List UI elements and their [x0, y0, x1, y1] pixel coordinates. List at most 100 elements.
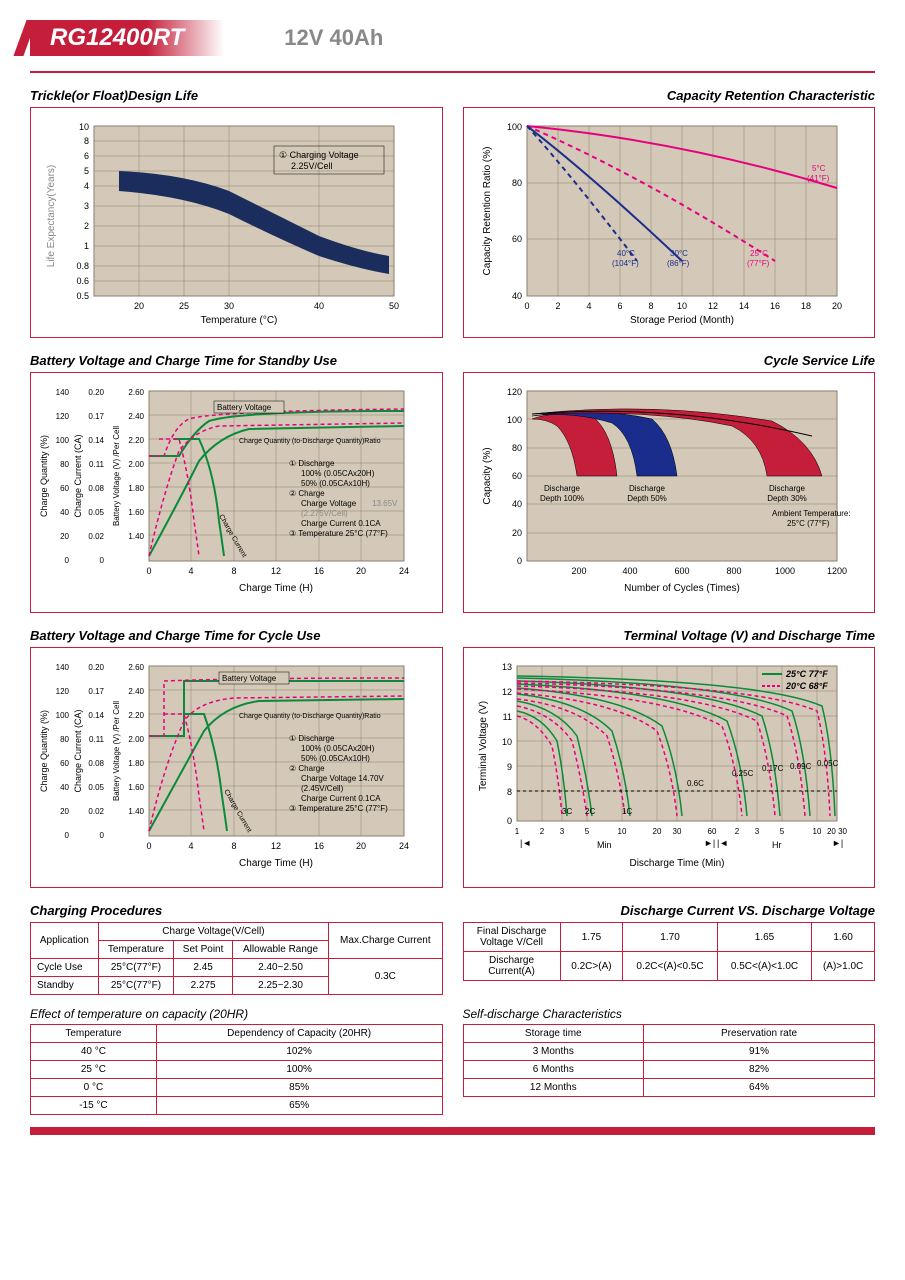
svg-text:Charge Voltage: Charge Voltage: [301, 499, 357, 508]
svg-text:(104°F): (104°F): [612, 259, 639, 268]
section-title: Capacity Retention Characteristic: [463, 88, 876, 103]
svg-text:60: 60: [511, 471, 521, 481]
table-row: 12 Months64%: [463, 1079, 875, 1097]
trickle-life-section: Trickle(or Float)Design Life: [30, 88, 443, 338]
svg-text:50: 50: [389, 301, 399, 311]
svg-text:100: 100: [56, 436, 70, 445]
svg-text:② Charge: ② Charge: [289, 764, 325, 773]
svg-text:Depth 100%: Depth 100%: [539, 494, 583, 503]
svg-text:Charge Time (H): Charge Time (H): [239, 583, 313, 594]
header: RG12400RT 12V 40Ah: [30, 20, 875, 56]
svg-text:② Charge: ② Charge: [289, 489, 325, 498]
svg-text:Ambient Temperature:: Ambient Temperature:: [772, 509, 851, 518]
svg-text:1.60: 1.60: [128, 783, 144, 792]
svg-text:Life Expectancy(Years): Life Expectancy(Years): [46, 165, 57, 267]
svg-text:50% (0.05CAx10H): 50% (0.05CAx10H): [301, 754, 370, 763]
section-title: Battery Voltage and Charge Time for Cycl…: [30, 628, 443, 643]
svg-text:30: 30: [672, 827, 681, 836]
svg-text:Charge Current 0.1CA: Charge Current 0.1CA: [301, 794, 381, 803]
svg-text:20: 20: [831, 301, 841, 311]
chart-box: DischargeDepth 100% DischargeDepth 50% D…: [463, 372, 876, 613]
svg-text:Capacity (%): Capacity (%): [482, 447, 493, 504]
svg-text:(77°F): (77°F): [747, 259, 770, 268]
svg-text:4: 4: [188, 566, 193, 576]
section-title: Discharge Current VS. Discharge Voltage: [463, 903, 876, 918]
header-cell: Max.Charge Current: [329, 923, 442, 959]
svg-text:20: 20: [60, 807, 69, 816]
terminal-voltage-chart: 25°C 77°F 20°C 68°F 3C2C 1C0.6C 0.25C0.1…: [472, 656, 852, 876]
svg-text:13: 13: [501, 662, 511, 672]
charging-procedures-table: Application Charge Voltage(V/Cell) Max.C…: [30, 922, 443, 995]
svg-text:1000: 1000: [774, 566, 794, 576]
svg-text:120: 120: [56, 687, 70, 696]
svg-text:Battery Voltage: Battery Voltage: [217, 403, 272, 412]
spec-text: 12V 40Ah: [284, 25, 383, 51]
svg-text:1C: 1C: [622, 807, 632, 816]
svg-text:20: 20: [652, 827, 661, 836]
svg-text:9: 9: [506, 762, 511, 772]
svg-text:►|: ►|: [704, 838, 715, 848]
svg-text:100: 100: [56, 711, 70, 720]
svg-text:5: 5: [84, 166, 89, 176]
section-title: Cycle Service Life: [463, 353, 876, 368]
svg-text:80: 80: [511, 443, 521, 453]
svg-text:4: 4: [586, 301, 591, 311]
table-row: -15 °C65%: [31, 1097, 443, 1115]
svg-text:(86°F): (86°F): [667, 259, 690, 268]
section-title: Trickle(or Float)Design Life: [30, 88, 443, 103]
svg-text:800: 800: [726, 566, 741, 576]
svg-text:2: 2: [84, 221, 89, 231]
svg-text:25°C (77°F): 25°C (77°F): [787, 519, 830, 528]
svg-text:① Charging Voltage: ① Charging Voltage: [279, 150, 359, 160]
svg-text:0.8: 0.8: [76, 261, 89, 271]
svg-text:8: 8: [231, 566, 236, 576]
svg-text:(2.45V/Cell): (2.45V/Cell): [301, 784, 344, 793]
svg-text:600: 600: [674, 566, 689, 576]
chart-box: ① Charging Voltage 2.25V/Cell 1086 543 2…: [30, 107, 443, 338]
footer-bar: [30, 1127, 875, 1135]
svg-text:3C: 3C: [562, 807, 572, 816]
svg-text:40°C: 40°C: [617, 249, 635, 258]
section-title: Effect of temperature on capacity (20HR): [30, 1007, 443, 1021]
svg-text:20: 20: [356, 841, 366, 851]
svg-text:20 30: 20 30: [826, 827, 847, 836]
svg-text:1: 1: [514, 827, 519, 836]
svg-text:200: 200: [571, 566, 586, 576]
svg-text:10: 10: [676, 301, 686, 311]
svg-text:60: 60: [60, 759, 69, 768]
svg-text:0.14: 0.14: [88, 436, 104, 445]
svg-text:0.20: 0.20: [88, 388, 104, 397]
svg-text:Discharge: Discharge: [768, 484, 805, 493]
svg-text:1.80: 1.80: [128, 759, 144, 768]
svg-text:2.40: 2.40: [128, 412, 144, 421]
header-cell: Temperature: [98, 941, 174, 959]
svg-text:2: 2: [555, 301, 560, 311]
svg-text:12: 12: [501, 687, 511, 697]
chart-box: 5°C(41°F) 25°C(77°F) 30°C(86°F) 40°C(104…: [463, 107, 876, 338]
svg-text:5: 5: [584, 827, 589, 836]
svg-text:40: 40: [314, 301, 324, 311]
header-cell: Application: [31, 923, 99, 959]
svg-text:140: 140: [56, 663, 70, 672]
svg-text:Charge Voltage 14.70V: Charge Voltage 14.70V: [301, 774, 384, 783]
table-row: Discharge Current(A) 0.2C>(A) 0.2C<(A)<0…: [463, 952, 875, 981]
section-title: Battery Voltage and Charge Time for Stan…: [30, 353, 443, 368]
svg-text:0.25C: 0.25C: [732, 769, 754, 778]
svg-text:25°C 77°F: 25°C 77°F: [785, 669, 828, 679]
svg-text:① Discharge: ① Discharge: [289, 734, 335, 743]
standby-charge-section: Battery Voltage and Charge Time for Stan…: [30, 353, 443, 613]
svg-text:0.20: 0.20: [88, 663, 104, 672]
table-row: 25 °C100%: [31, 1061, 443, 1079]
svg-text:Depth 30%: Depth 30%: [767, 494, 807, 503]
svg-text:Charge Current (CA): Charge Current (CA): [73, 709, 83, 792]
svg-text:6: 6: [84, 151, 89, 161]
svg-text:5°C: 5°C: [812, 164, 826, 173]
svg-text:1: 1: [84, 241, 89, 251]
standby-charge-chart: Battery Voltage Charge Quantity (to-Disc…: [39, 381, 419, 601]
svg-text:2.20: 2.20: [128, 436, 144, 445]
svg-text:(41°F): (41°F): [807, 174, 830, 183]
svg-text:11: 11: [502, 712, 511, 722]
svg-text:0: 0: [524, 301, 529, 311]
svg-text:Charge Quantity (to-Discharge: Charge Quantity (to-Discharge Quantity)R…: [239, 438, 381, 445]
svg-text:Discharge: Discharge: [628, 484, 665, 493]
